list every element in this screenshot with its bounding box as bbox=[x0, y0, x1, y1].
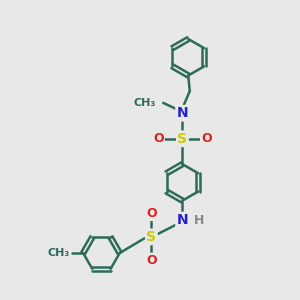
Text: S: S bbox=[177, 132, 188, 146]
Text: CH₃: CH₃ bbox=[133, 98, 155, 108]
Text: N: N bbox=[177, 106, 188, 120]
Text: CH₃: CH₃ bbox=[48, 248, 70, 258]
Text: S: S bbox=[146, 230, 157, 244]
Text: O: O bbox=[153, 132, 164, 145]
Text: H: H bbox=[194, 214, 205, 226]
Text: O: O bbox=[201, 132, 212, 145]
Text: O: O bbox=[146, 254, 157, 267]
Text: O: O bbox=[146, 207, 157, 220]
Text: N: N bbox=[177, 213, 188, 227]
